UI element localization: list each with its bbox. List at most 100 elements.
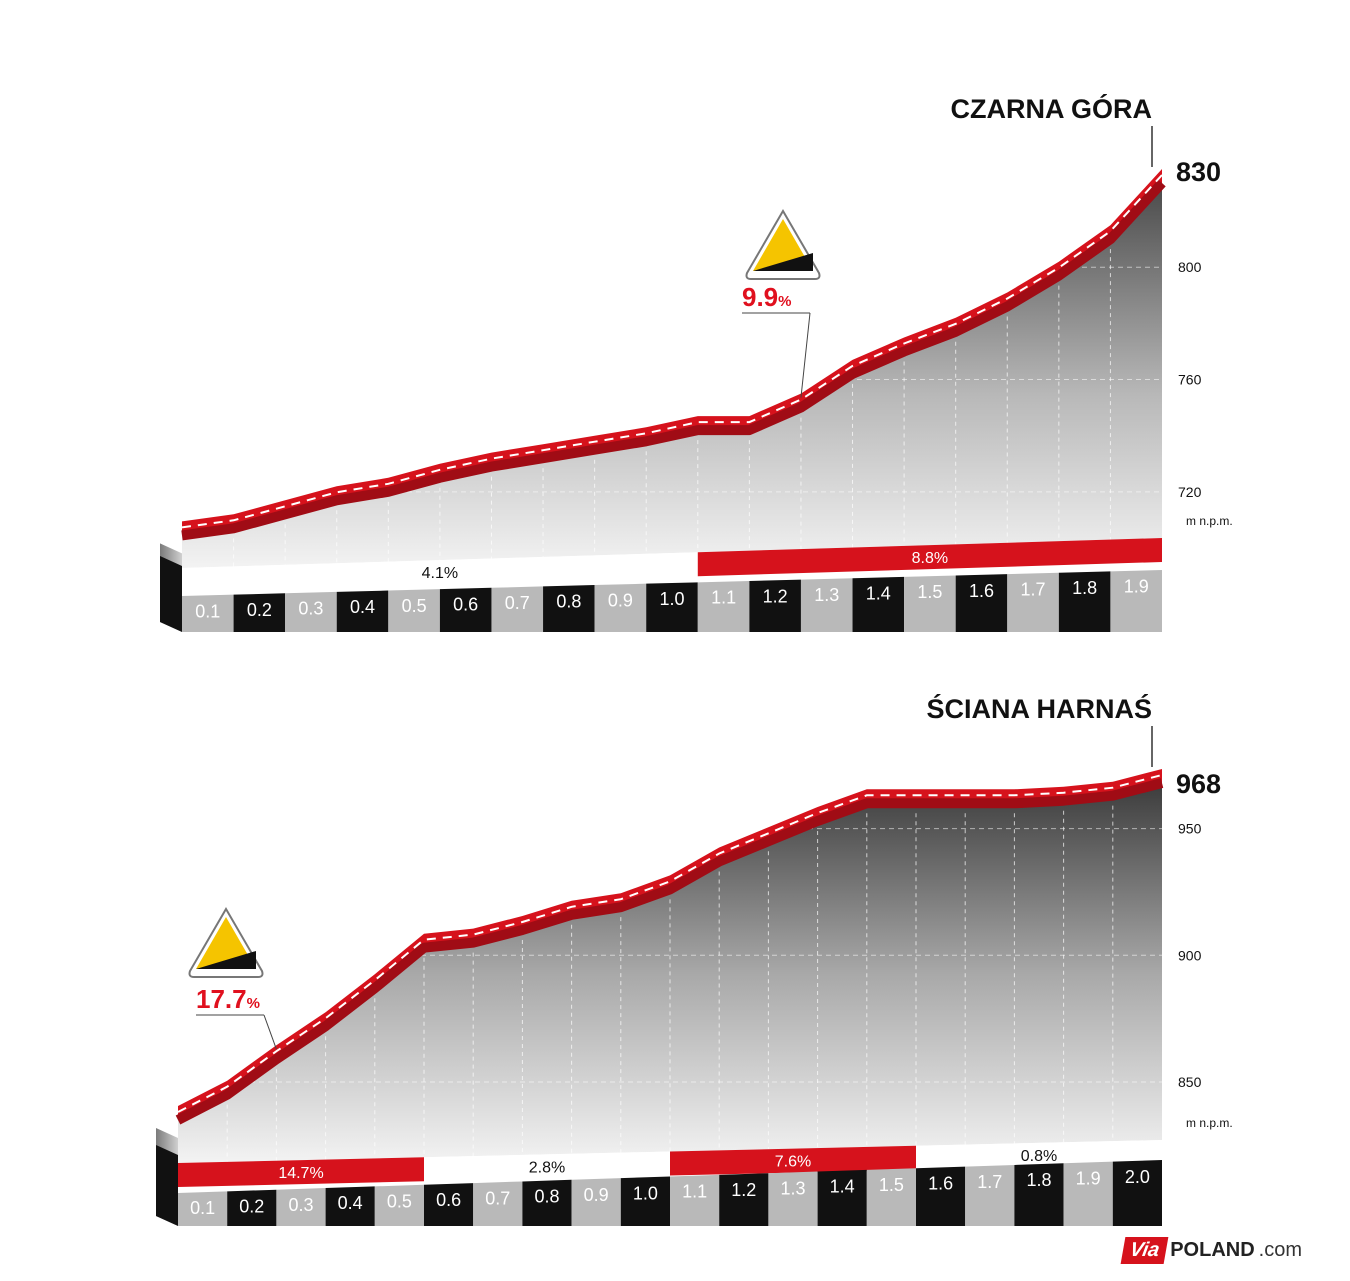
km-label: 1.1	[682, 1182, 707, 1202]
km-label: 0.3	[288, 1195, 313, 1215]
km-label: 0.8	[556, 592, 581, 612]
km-cell	[965, 1164, 1015, 1226]
gradient-segment-label: 8.8%	[912, 550, 948, 567]
km-label: 1.9	[1124, 577, 1149, 597]
km-label: 0.4	[350, 597, 375, 617]
km-cell	[646, 582, 698, 632]
km-label: 2.0	[1125, 1167, 1150, 1187]
km-label: 0.5	[387, 1192, 412, 1212]
climb-warning-icon	[745, 209, 821, 280]
km-cell	[852, 576, 905, 632]
gradient-segment-label: 14.7%	[278, 1165, 323, 1182]
max-gradient-value: 17.7	[196, 984, 247, 1014]
km-cell	[276, 1188, 326, 1226]
gradient-segment	[424, 1151, 670, 1182]
km-cell	[182, 594, 234, 632]
km-label: 1.1	[711, 588, 736, 608]
km-cell	[543, 585, 595, 632]
max-gradient-leader	[800, 312, 811, 398]
km-cell	[594, 583, 647, 632]
km-cell	[325, 1186, 375, 1226]
km-label: 1.3	[814, 585, 839, 605]
km-label: 0.4	[338, 1193, 363, 1213]
km-cell	[904, 575, 956, 632]
km-cell	[571, 1178, 621, 1226]
logo-via: Via	[1120, 1236, 1169, 1264]
altitude-tick-label: 800	[1178, 259, 1202, 275]
km-cell	[424, 1183, 474, 1226]
max-gradient-label: 9.9%	[742, 282, 792, 312]
km-label: 0.2	[239, 1197, 264, 1217]
km-cell	[697, 580, 750, 632]
profile-area	[182, 183, 1162, 568]
profile-czarna-gora: 720 760 800 CZARNA GÓRA 830 m n.p.m. 4.1% 8.8% 0…	[160, 93, 1233, 632]
km-cell	[285, 591, 337, 632]
km-plate-side	[160, 556, 182, 632]
km-label: 0.9	[608, 590, 633, 610]
road-ribbon-edge	[181, 179, 1166, 541]
km-label: 0.6	[436, 1190, 461, 1210]
km-label: 1.7	[1021, 579, 1046, 599]
km-label: 1.0	[659, 589, 684, 609]
summit-name: CZARNA GÓRA	[951, 93, 1153, 124]
km-cell	[1058, 571, 1111, 632]
max-gradient-unit: %	[778, 293, 791, 310]
km-label: 1.0	[633, 1183, 658, 1203]
km-cell	[670, 1174, 720, 1226]
gradient-segment	[670, 1145, 916, 1176]
km-label: 1.3	[780, 1178, 805, 1198]
km-plate-side	[156, 1145, 178, 1226]
km-cell	[800, 578, 853, 632]
altitude-tick-label: 950	[1178, 821, 1202, 837]
km-cell	[1014, 1163, 1064, 1226]
km-label: 1.7	[977, 1172, 1002, 1192]
profile-sciana-harnas: 850 900 950 ŚCIANA HARNAŚ 968 m n.p.m. 14.7% 2.…	[156, 693, 1233, 1226]
km-label: 1.9	[1076, 1168, 1101, 1188]
gradient-segment	[697, 538, 1162, 577]
gradient-segment	[182, 552, 698, 592]
km-label: 0.3	[298, 599, 323, 619]
km-cell	[768, 1171, 818, 1226]
climb-icon-black	[753, 253, 813, 271]
road-centre-line	[181, 174, 1163, 529]
logo-com: .com	[1258, 1238, 1302, 1261]
km-cell	[233, 593, 286, 632]
gradient-segment	[178, 1157, 424, 1187]
km-cell	[388, 589, 440, 632]
km-label: 0.6	[453, 594, 478, 614]
km-label: 1.6	[969, 581, 994, 601]
altitude-tick-label: 850	[1178, 1074, 1202, 1090]
gradient-segment-label: 4.1%	[422, 565, 458, 582]
km-label: 1.2	[731, 1180, 756, 1200]
km-cell	[955, 574, 1008, 632]
road-ribbon-edge	[175, 778, 1164, 1125]
km-cell	[916, 1166, 966, 1226]
km-label: 0.2	[247, 600, 272, 620]
climb-warning-icon	[188, 907, 264, 978]
altitude-tick-label: 900	[1178, 947, 1202, 963]
km-cell	[178, 1191, 228, 1226]
km-label: 0.1	[190, 1198, 215, 1218]
km-cell	[522, 1179, 572, 1226]
km-label: 1.8	[1072, 578, 1097, 598]
km-cell	[336, 590, 389, 632]
km-cell	[620, 1176, 670, 1226]
logo: Via POLAND .com	[1120, 1233, 1302, 1267]
max-gradient-unit: %	[247, 995, 260, 1012]
km-cell	[719, 1173, 769, 1226]
km-label: 1.2	[763, 586, 788, 606]
max-gradient-label: 17.7%	[196, 984, 260, 1014]
km-label: 1.4	[830, 1177, 855, 1197]
km-label: 0.8	[534, 1187, 559, 1207]
km-cell	[866, 1168, 916, 1226]
km-cell	[1007, 572, 1059, 632]
km-cell	[1112, 1160, 1162, 1226]
km-label: 1.6	[928, 1173, 953, 1193]
km-cell	[374, 1184, 424, 1226]
climb-icon-black	[196, 951, 256, 969]
km-label: 0.9	[584, 1185, 609, 1205]
max-gradient-leader	[263, 1014, 277, 1050]
gradient-segment-label: 0.8%	[1021, 1148, 1057, 1165]
gradient-segment-label: 2.8%	[529, 1159, 565, 1176]
